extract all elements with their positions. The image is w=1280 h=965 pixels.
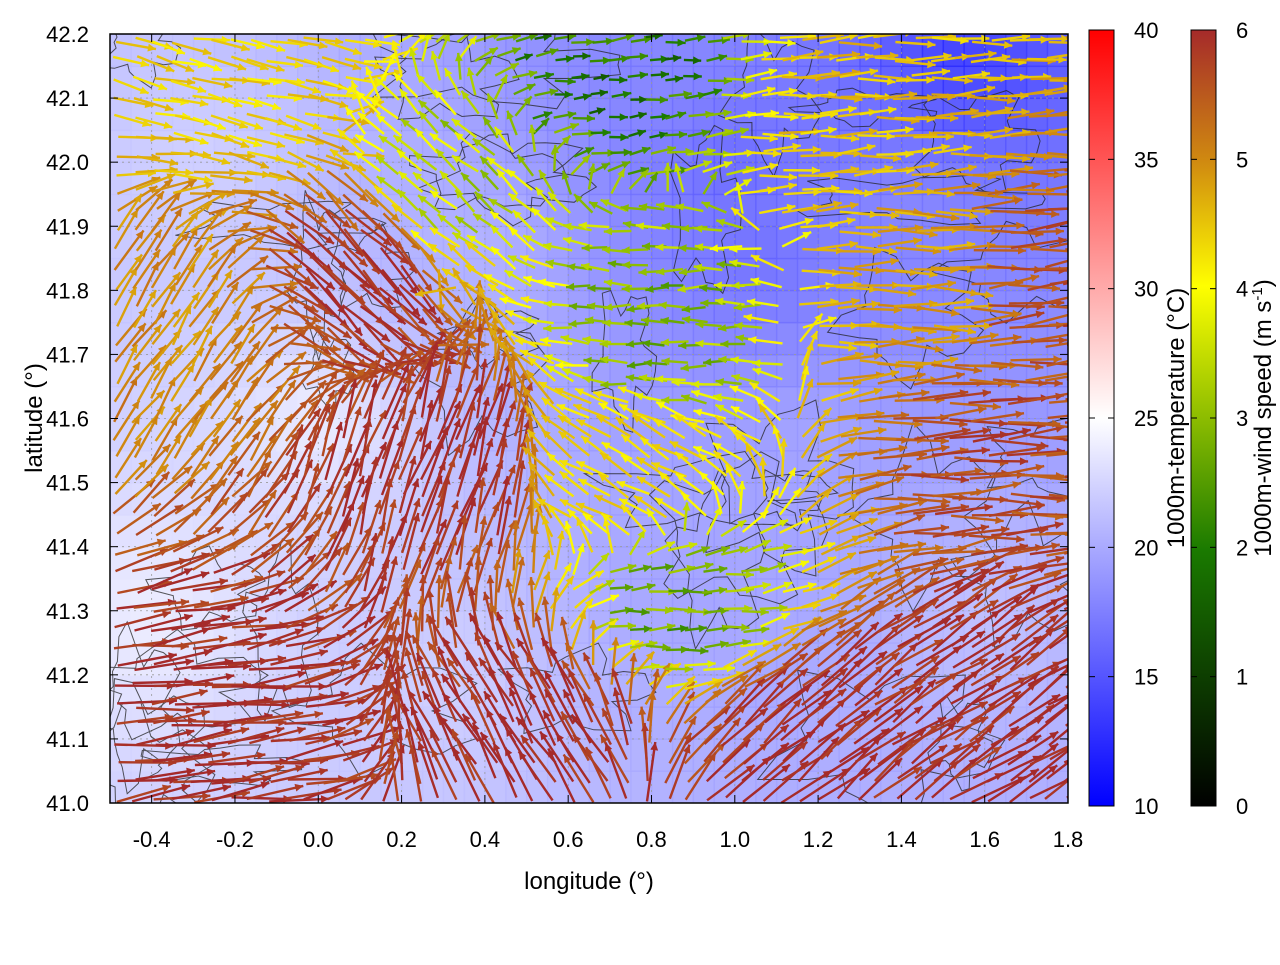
temperature-cell <box>672 546 694 580</box>
temperature-cell <box>734 34 756 68</box>
temperature-cell <box>776 322 798 356</box>
temperature-cell <box>589 738 611 772</box>
wind-arrow-shaft <box>133 681 193 683</box>
temperature-cell <box>859 34 881 68</box>
temperature-cell <box>776 226 798 260</box>
temperature-cell <box>589 98 611 132</box>
wind-arrow-head <box>409 26 418 34</box>
temperature-cell <box>1026 386 1048 420</box>
temperature-cell <box>526 130 548 164</box>
temperature-cell <box>776 290 798 324</box>
temperature-cell <box>110 610 132 644</box>
temperature-cell <box>755 418 777 452</box>
temperature-cell <box>609 770 631 804</box>
wind-arrow-head <box>450 24 459 32</box>
temperature-cell <box>630 546 652 580</box>
temperature-cell <box>901 98 923 132</box>
temperature-cell <box>630 738 652 772</box>
temperature-cell <box>630 674 652 708</box>
temperature-cell <box>110 354 132 388</box>
temperature-cell <box>713 642 735 676</box>
temperature-cell <box>172 674 194 708</box>
temperature-cell <box>464 98 486 132</box>
temperature-cell <box>651 66 673 100</box>
temperature-cell <box>547 226 569 260</box>
temperature-cell <box>568 546 590 580</box>
temperature-cell <box>151 738 173 772</box>
temperature-cell <box>859 290 881 324</box>
temperature-cell <box>755 610 777 644</box>
temperature-cell <box>776 450 798 484</box>
wind-arrow-shaft <box>118 780 178 781</box>
temperature-cell <box>672 226 694 260</box>
temperature-cell <box>713 514 735 548</box>
temperature-cell <box>568 770 590 804</box>
temperature-cell <box>818 226 840 260</box>
temperature-cell <box>609 322 631 356</box>
wind-arrow-head <box>417 27 426 34</box>
temperature-cell <box>630 578 652 612</box>
temperature-cell <box>672 322 694 356</box>
temperature-cell <box>110 226 132 260</box>
temperature-cell <box>630 258 652 292</box>
temperature-cell <box>609 514 631 548</box>
temperature-cell <box>609 354 631 388</box>
temperature-cell <box>922 98 944 132</box>
temperature-cell <box>630 354 652 388</box>
temperature-cell <box>110 98 132 132</box>
temperature-cell <box>110 738 132 772</box>
wind-arrow-shaft <box>398 663 399 721</box>
temperature-cell <box>526 770 548 804</box>
temperature-cell <box>713 578 735 612</box>
temperature-cell <box>609 450 631 484</box>
temperature-cell <box>713 290 735 324</box>
wind-arrow-shaft <box>230 704 290 705</box>
temperature-cell <box>734 130 756 164</box>
temperature-cell <box>110 194 132 228</box>
temperature-cell <box>630 226 652 260</box>
temperature-cell <box>859 418 881 452</box>
wind-arrow-shaft <box>970 461 1029 462</box>
temperature-cell <box>651 194 673 228</box>
temperature-cell <box>651 322 673 356</box>
temperature-cell <box>630 194 652 228</box>
temperature-cell <box>797 226 819 260</box>
wind-arrow-head <box>471 26 480 34</box>
temperature-cell <box>776 482 798 516</box>
temperature-cell <box>984 386 1006 420</box>
temperature-cell <box>797 770 819 804</box>
temperature-cell <box>963 258 985 292</box>
temperature-cell <box>547 130 569 164</box>
wind-arrow-shaft <box>156 745 216 746</box>
temperature-cell <box>651 226 673 260</box>
temperature-cell <box>755 34 777 68</box>
wind-arrow-shaft <box>288 779 346 780</box>
temperature-cell <box>651 578 673 612</box>
temperature-cell <box>193 258 215 292</box>
temperature-cell <box>214 450 236 484</box>
temperature-cell <box>589 322 611 356</box>
temperature-cell <box>672 194 694 228</box>
temperature-cell <box>630 66 652 100</box>
temperature-cell <box>651 706 673 740</box>
temperature-cell <box>110 34 132 68</box>
plot-area <box>57 15 1124 857</box>
temperature-cell <box>776 354 798 388</box>
wind-arrow-shaft <box>119 762 177 763</box>
temperature-cell <box>693 322 715 356</box>
temperature-cell <box>880 98 902 132</box>
